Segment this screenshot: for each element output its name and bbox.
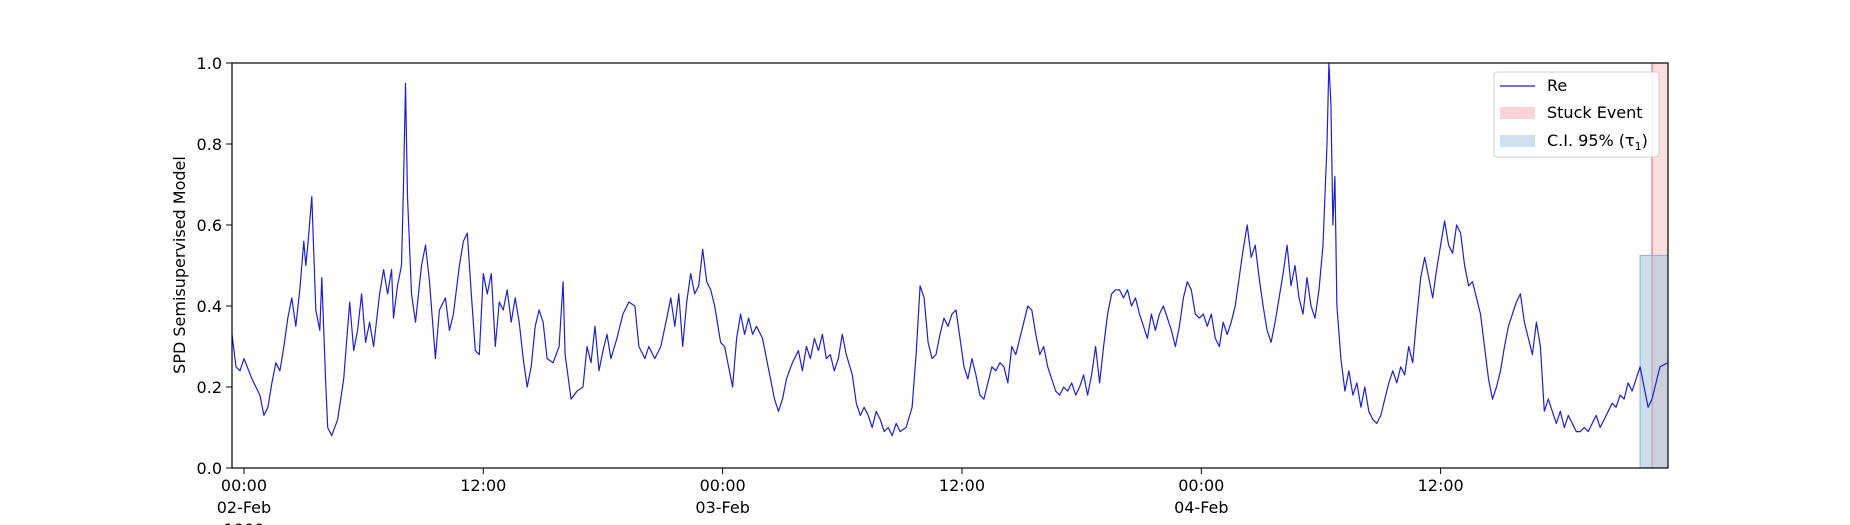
y-axis-label: SPD Semisupervised Model bbox=[170, 156, 189, 374]
legend-label-re: Re bbox=[1547, 76, 1567, 95]
y-axis: 0.0 0.2 0.4 0.6 0.8 1.0 bbox=[197, 54, 232, 478]
plot-frame bbox=[231, 62, 1669, 469]
y-tick-label: 1.0 bbox=[197, 54, 222, 73]
x-tick-date-label: 03-Feb bbox=[695, 498, 749, 517]
region-layer bbox=[1639, 62, 1669, 469]
x-tick-label: 00:00 bbox=[700, 476, 746, 495]
y-tick-label: 0.6 bbox=[197, 216, 222, 235]
x-tick-label: 00:00 bbox=[1178, 476, 1224, 495]
x-tick-label: 12:00 bbox=[460, 476, 506, 495]
x-tick-label: 12:00 bbox=[939, 476, 985, 495]
legend-swatch-stuck-event bbox=[1500, 107, 1535, 119]
x-axis: 00:00 02-Feb 1900 12:00 00:00 03-Feb 12:00 00:0… bbox=[217, 468, 1464, 525]
x-tick-date-label: 04-Feb bbox=[1174, 498, 1228, 517]
x-tick-date-label: 02-Feb bbox=[217, 498, 271, 517]
x-tick-year-label: 1900 bbox=[224, 520, 265, 525]
series-line-re bbox=[231, 62, 1669, 437]
x-tick-label: 00:00 bbox=[221, 476, 267, 495]
series-layer bbox=[231, 62, 1669, 437]
legend: Re Stuck Event C.I. 95% (τ1) bbox=[1493, 71, 1660, 158]
region-c-i-95 bbox=[1639, 254, 1669, 469]
y-tick-label: 0.0 bbox=[197, 459, 222, 478]
y-tick-label: 0.4 bbox=[197, 297, 222, 316]
y-tick-label: 0.2 bbox=[197, 378, 222, 397]
legend-swatch-ci bbox=[1500, 135, 1535, 147]
legend-label-stuck-event: Stuck Event bbox=[1547, 103, 1643, 122]
legend-label-ci: C.I. 95% (τ1) bbox=[1547, 131, 1648, 153]
legend-frame bbox=[1493, 71, 1660, 158]
y-tick-label: 0.8 bbox=[197, 135, 222, 154]
x-tick-label: 12:00 bbox=[1418, 476, 1464, 495]
